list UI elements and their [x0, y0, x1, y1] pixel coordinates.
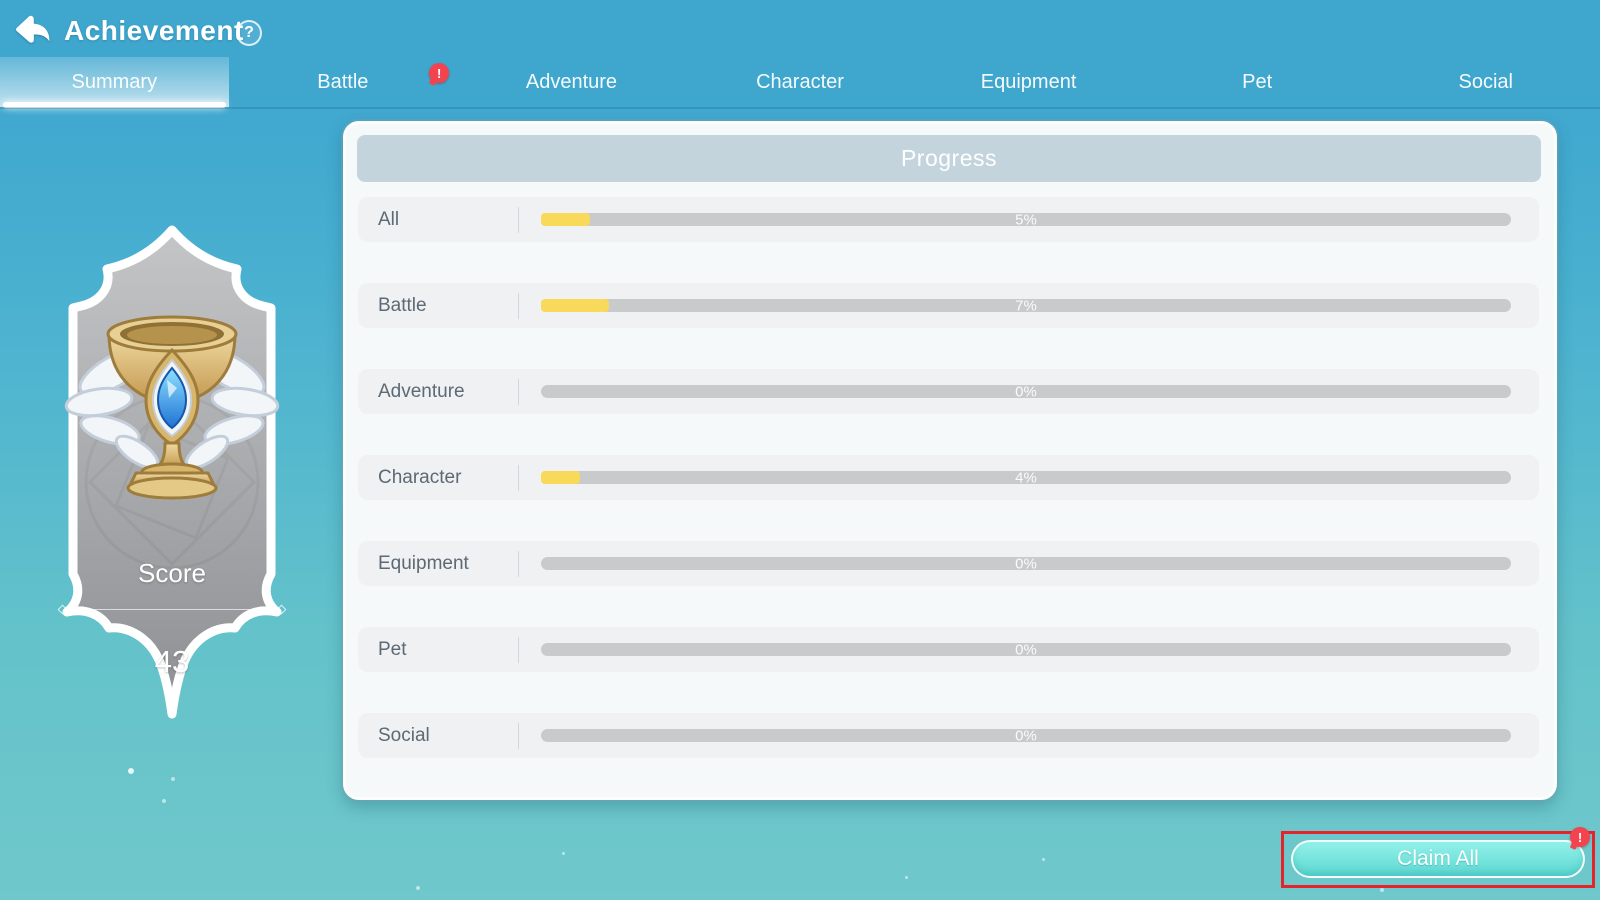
progress-bar: 5%: [541, 211, 1511, 228]
progress-bar-fill: [541, 213, 590, 226]
progress-bar: 4%: [541, 469, 1511, 486]
top-header-bar: Achievement ?: [0, 0, 1600, 57]
score-card: Score 43: [37, 222, 307, 754]
progress-percent: 0%: [1015, 383, 1037, 400]
row-divider: [518, 464, 519, 491]
trophy-shield-graphic: [62, 225, 282, 719]
tab-summary-label: Summary: [71, 70, 158, 93]
progress-rows: All 5% Battle 7% Adventure: [358, 197, 1539, 799]
progress-row-adventure: Adventure 0%: [358, 369, 1539, 414]
tab-character[interactable]: Character: [686, 57, 915, 107]
sparkle: [1380, 888, 1384, 892]
sparkle: [171, 777, 175, 781]
row-divider: [518, 206, 519, 233]
row-divider: [518, 636, 519, 663]
sparkle: [1042, 858, 1045, 861]
sparkle: [416, 886, 420, 890]
progress-percent: 7%: [1015, 297, 1037, 314]
tab-equipment[interactable]: Equipment: [914, 57, 1143, 107]
page-title: Achievement: [64, 15, 244, 46]
row-label: Social: [378, 724, 430, 746]
row-label: Equipment: [378, 552, 469, 574]
progress-bar-fill: [541, 299, 609, 312]
progress-row-social: Social 0%: [358, 713, 1539, 758]
row-label: Character: [378, 466, 462, 488]
progress-bar-fill: [541, 471, 580, 484]
back-button[interactable]: [14, 13, 52, 45]
tab-summary[interactable]: Summary: [0, 57, 229, 108]
tab-equipment-label: Equipment: [980, 70, 1077, 93]
claim-alert-badge-icon: !: [1570, 827, 1590, 847]
progress-percent: 5%: [1015, 211, 1037, 228]
progress-row-all: All 5%: [358, 197, 1539, 242]
progress-row-battle: Battle 7%: [358, 283, 1539, 328]
help-icon[interactable]: ?: [236, 20, 262, 46]
row-divider: [518, 292, 519, 319]
sparkle: [562, 852, 565, 855]
tab-battle-label: Battle: [317, 70, 369, 93]
back-arrow-icon: [15, 15, 50, 43]
progress-percent: 4%: [1015, 469, 1037, 486]
row-divider: [518, 378, 519, 405]
progress-bar: 0%: [541, 727, 1511, 744]
battle-alert-badge-icon: !: [429, 63, 450, 83]
row-divider: [518, 550, 519, 577]
progress-bar-track: [541, 643, 1511, 656]
progress-bar-track: [541, 213, 1511, 226]
progress-bar-track: [541, 471, 1511, 484]
progress-percent: 0%: [1015, 727, 1037, 744]
progress-bar: 0%: [541, 641, 1511, 658]
progress-row-pet: Pet 0%: [358, 627, 1539, 672]
progress-bar: 0%: [541, 383, 1511, 400]
tab-pet-label: Pet: [1242, 70, 1273, 93]
progress-panel: Progress All 5% Battle 7%: [343, 121, 1557, 800]
progress-bar: 7%: [541, 297, 1511, 314]
row-label: All: [378, 208, 400, 230]
progress-percent: 0%: [1015, 641, 1037, 658]
tab-character-label: Character: [756, 70, 844, 93]
tab-adventure[interactable]: Adventure: [457, 57, 686, 107]
progress-bar-track: [541, 729, 1511, 742]
progress-row-character: Character 4%: [358, 455, 1539, 500]
tab-adventure-label: Adventure: [525, 70, 618, 93]
progress-bar-track: [541, 557, 1511, 570]
row-label: Battle: [378, 294, 427, 316]
progress-row-equipment: Equipment 0%: [358, 541, 1539, 586]
sparkle: [905, 876, 908, 879]
sparkle: [128, 768, 134, 774]
progress-bar-track: [541, 385, 1511, 398]
row-label: Adventure: [378, 380, 465, 402]
tab-social-label: Social: [1458, 70, 1513, 93]
progress-panel-title: Progress: [357, 135, 1541, 182]
sparkle: [162, 799, 166, 803]
tab-pet[interactable]: Pet: [1143, 57, 1372, 107]
tab-battle[interactable]: Battle !: [229, 57, 458, 107]
trophy-icon: [64, 315, 280, 500]
progress-bar-track: [541, 299, 1511, 312]
claim-all-button[interactable]: Claim All: [1291, 840, 1585, 878]
tab-social[interactable]: Social: [1371, 57, 1600, 107]
progress-percent: 0%: [1015, 555, 1037, 572]
row-divider: [518, 722, 519, 749]
row-label: Pet: [378, 638, 407, 660]
tab-bar: Summary Battle ! Adventure Character Equ…: [0, 57, 1600, 109]
progress-bar: 0%: [541, 555, 1511, 572]
claim-all-tutorial-highlight: Claim All !: [1281, 827, 1595, 888]
